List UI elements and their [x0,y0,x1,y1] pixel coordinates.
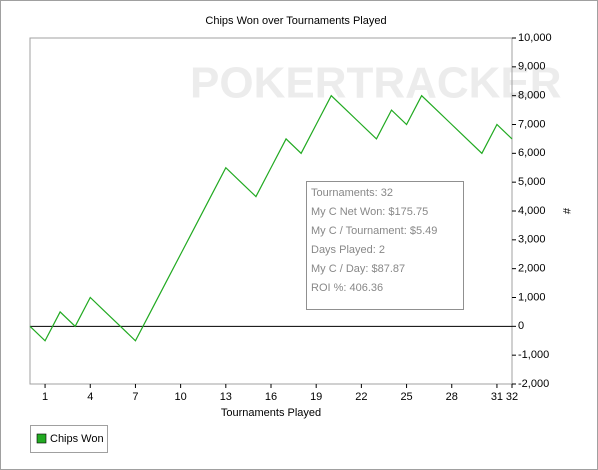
y-tick-label: 8,000 [518,90,546,102]
y-tick-label: 3,000 [518,234,546,246]
y-tick-label: -1,000 [518,349,549,361]
x-tick-label: 25 [400,391,412,403]
y-tick-label: 9,000 [518,61,546,73]
x-tick-label: 22 [355,391,367,403]
watermark: POKERTRACKER [190,59,562,108]
data-line [29,94,513,342]
y-tick-label: 10,000 [518,32,552,44]
x-tick-label: 1 [42,391,48,403]
y-tick-label: 5,000 [518,176,546,188]
info-text: Days Played: 2 [311,244,385,256]
y-axis-label: # [560,208,572,215]
chart-title: Chips Won over Tournaments Played [205,15,386,27]
x-tick-label: 16 [265,391,277,403]
info-text: ROI %: 406.36 [311,282,383,294]
y-tick-label: -2,000 [518,378,549,390]
x-tick-label: 7 [132,391,138,403]
info-text: Tournaments: 32 [311,187,393,199]
y-tick-label: 0 [518,320,524,332]
y-tick-label: 4,000 [518,205,546,217]
info-text: My C Net Won: $175.75 [311,206,428,218]
x-tick-label: 4 [87,391,93,403]
x-tick-label: 10 [175,391,187,403]
info-text: My C / Tournament: $5.49 [311,225,437,237]
y-tick-label: 6,000 [518,147,546,159]
y-tick-label: 7,000 [518,118,546,130]
x-tick-label: 13 [220,391,232,403]
x-tick-label: 32 [506,391,518,403]
legend-label: Chips Won [50,433,104,445]
y-tick-label: 1,000 [518,291,546,303]
info-box [306,181,464,310]
y-tick-label: 2,000 [518,263,546,275]
x-axis-label: Tournaments Played [221,407,321,419]
x-tick-label: 19 [310,391,322,403]
info-text: My C / Day: $87.87 [311,263,405,275]
x-tick-label: 31 [491,391,503,403]
legend-swatch [36,433,47,444]
x-tick-label: 28 [446,391,458,403]
